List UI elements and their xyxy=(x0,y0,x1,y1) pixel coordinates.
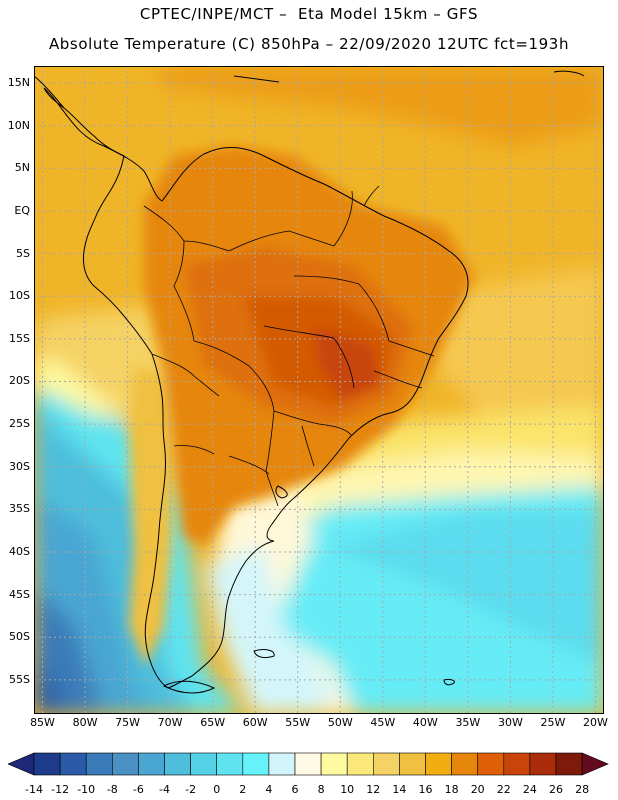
colorbar-bin xyxy=(59,752,87,776)
longitude-label: 20W xyxy=(583,716,608,729)
coastline xyxy=(34,70,585,694)
longitude-label: 65W xyxy=(200,716,226,729)
colorbar-bin xyxy=(503,752,531,776)
latitude-label: 30S xyxy=(9,459,30,473)
longitude-label: 30W xyxy=(497,716,523,729)
colorbar-bin xyxy=(216,752,244,776)
longitude-label: 55W xyxy=(285,716,311,729)
colorbar xyxy=(8,752,609,776)
colorbar-tick-label: 22 xyxy=(496,783,511,796)
latitude-label: 20S xyxy=(9,374,30,388)
latitude-label: 50S xyxy=(9,630,30,644)
colorbar-bin xyxy=(33,752,61,776)
longitude-label: 25W xyxy=(540,716,566,729)
latitude-label: 15S xyxy=(9,331,30,345)
latitude-label: 15N xyxy=(7,76,30,90)
longitude-label: 60W xyxy=(242,716,268,729)
colorbar-tick-label: 24 xyxy=(522,783,537,796)
latitude-label: 55S xyxy=(9,672,30,686)
longitude-label: 70W xyxy=(157,716,183,729)
colorbar-bin xyxy=(451,752,479,776)
latitude-label: 40S xyxy=(9,545,30,558)
colorbar-bin xyxy=(112,752,139,776)
colorbar-tick-label: 26 xyxy=(549,783,563,796)
latitude-label: EQ xyxy=(14,203,30,217)
colorbar-bin xyxy=(268,752,296,776)
colorbar-bin xyxy=(320,752,348,776)
colorbar-bin xyxy=(242,752,270,776)
map-title-line-2: Absolute Temperature (C) 850hPa – 22/09/… xyxy=(48,35,570,53)
colorbar-bin xyxy=(425,752,452,776)
map-border xyxy=(34,66,604,714)
latitude-label: 25S xyxy=(9,417,30,431)
longitude-label: 40W xyxy=(412,716,438,729)
colorbar-low-arrow xyxy=(8,752,35,776)
longitude-label: 85W xyxy=(30,716,55,729)
country-borders xyxy=(143,185,435,507)
colorbar-tick-label: 16 xyxy=(418,783,433,796)
longitude-label: 35W xyxy=(455,716,481,729)
colorbar-bin xyxy=(477,752,505,776)
colorbar-bin xyxy=(372,752,400,776)
colorbar-bin xyxy=(399,752,426,776)
colorbar-bin xyxy=(346,752,374,776)
colorbar-tick-label: 4 xyxy=(265,783,273,796)
graticule xyxy=(34,66,604,714)
colorbar-high-arrow xyxy=(581,752,609,776)
colorbar-tick-label: -8 xyxy=(106,783,118,796)
colorbar-tick-label: 6 xyxy=(291,783,299,796)
colorbar-tick-label: -10 xyxy=(77,783,96,796)
latitude-label: 35S xyxy=(9,502,30,516)
colorbar-tick-label: 0 xyxy=(213,783,221,796)
map-canvas xyxy=(34,66,604,714)
colorbar-tick-label: -2 xyxy=(185,783,197,796)
colorbar-tick-label: 2 xyxy=(239,783,247,796)
colorbar-tick-label: 28 xyxy=(575,783,590,796)
colorbar-tick-label: -14 xyxy=(25,783,43,796)
colorbar-tick-label: -12 xyxy=(51,783,70,796)
colorbar-bin xyxy=(190,752,218,776)
longitude-label: 75W xyxy=(115,716,141,729)
latitude-label: 5N xyxy=(14,161,30,175)
colorbar-tick-label: 10 xyxy=(340,783,355,796)
colorbar-bin xyxy=(138,752,165,776)
temperature-map xyxy=(34,66,604,714)
colorbar-bin xyxy=(164,752,191,776)
colorbar-tick-label: 18 xyxy=(444,783,459,796)
latitude-label: 10S xyxy=(9,289,30,303)
longitude-label: 80W xyxy=(72,716,98,729)
colorbar-tick-label: 20 xyxy=(470,783,485,796)
colorbar-tick-label: -4 xyxy=(159,783,170,796)
colorbar-bin xyxy=(529,752,557,776)
colorbar-tick-label: 14 xyxy=(392,783,407,796)
colorbar-tick-label: 12 xyxy=(366,783,381,796)
colorbar-bin xyxy=(294,752,322,776)
latitude-label: 45S xyxy=(9,587,30,601)
longitude-label: 45W xyxy=(370,716,396,729)
longitude-label: 50W xyxy=(327,716,353,729)
latitude-label: 10N xyxy=(7,118,30,132)
colorbar-tick-label: -6 xyxy=(132,783,144,796)
colorbar-tick-label: 8 xyxy=(317,783,325,796)
map-title-line-1: CPTEC/INPE/MCT – Eta Model 15km – GFS xyxy=(139,5,479,23)
latitude-label: 5S xyxy=(16,246,30,260)
colorbar-bin xyxy=(85,752,113,776)
colorbar-bin xyxy=(555,752,583,776)
